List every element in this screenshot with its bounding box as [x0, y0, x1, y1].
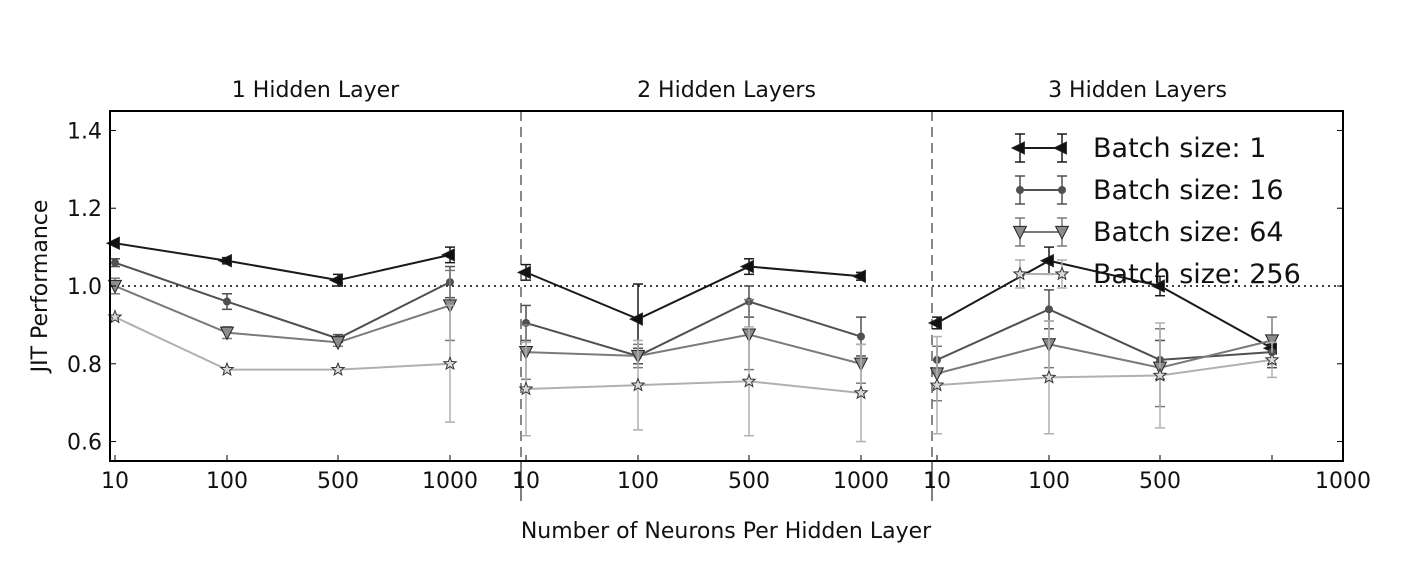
series-line: [936, 358, 1273, 387]
series-line: [114, 261, 451, 340]
series-line: [525, 265, 862, 321]
series-line: [525, 300, 862, 358]
legend: Batch size: 1 Batch size: 16 Batch size: 6…: [1010, 133, 1301, 290]
series-4: [107, 304, 1280, 443]
x-tick-label: 10: [923, 469, 951, 494]
y-tick-label: 0.8: [67, 353, 102, 378]
data-point: [853, 385, 869, 400]
data-point: [630, 377, 646, 392]
data-point: [328, 273, 343, 287]
x-tick-label: 10: [512, 469, 540, 494]
x-tick-label: 100: [206, 469, 248, 494]
legend-marker: [1010, 141, 1025, 155]
x-tick-label: 500: [728, 469, 770, 494]
x-axis-label: Number of Neurons Per Hidden Layer: [521, 519, 932, 544]
data-point: [1045, 305, 1053, 314]
data-point: [330, 336, 346, 351]
data-point: [1150, 279, 1165, 293]
x-tick-label: 1000: [422, 469, 478, 494]
data-point: [105, 236, 120, 251]
y-axis-label: JIT Performance: [28, 200, 53, 375]
legend-label: Batch size: 16: [1093, 175, 1284, 206]
x-tick-label: 500: [1139, 469, 1181, 494]
x-tick-label: 1000: [833, 469, 889, 494]
y-tick-label: 1.0: [67, 275, 102, 300]
data-point: [518, 381, 534, 396]
x-tick-label: 500: [317, 469, 359, 494]
data-point: [927, 316, 942, 330]
data-point: [442, 355, 458, 371]
panel-title: 3 Hidden Layers: [1048, 78, 1227, 103]
data-point: [739, 259, 754, 274]
data-point: [217, 253, 232, 268]
data-point: [516, 265, 531, 280]
data-point: [219, 326, 235, 341]
series-line: [525, 333, 862, 365]
legend-entry-2: Batch size: 16: [1015, 175, 1284, 206]
data-point: [1041, 369, 1057, 384]
data-point: [741, 373, 757, 388]
data-point: [851, 269, 866, 284]
data-point: [111, 258, 119, 267]
series-line: [114, 242, 451, 282]
x-tick-label: 100: [1028, 469, 1070, 494]
legend-label: Batch size: 1: [1093, 133, 1266, 164]
data-point: [219, 361, 235, 376]
x-tick-label: 100: [617, 469, 659, 494]
legend-label: Batch size: 64: [1093, 217, 1284, 248]
series-line: [114, 316, 451, 371]
data-point: [857, 332, 865, 341]
series-line: [114, 285, 451, 344]
legend-marker: [1058, 186, 1066, 194]
y-tick-label: 1.2: [67, 197, 102, 222]
y-tick-label: 1.4: [67, 119, 102, 144]
data-point: [440, 248, 455, 262]
data-point: [107, 279, 123, 294]
data-point: [223, 297, 231, 306]
data-point: [1039, 253, 1054, 268]
data-point: [1264, 334, 1280, 349]
legend-marker: [1052, 141, 1067, 155]
series-3: [107, 269, 1280, 408]
axis-layer: 0.6 0.8 1.0 1.2 1.4 1 Hidden Layer 10 100 500 100…: [67, 78, 1371, 494]
data-point: [1264, 352, 1280, 367]
reference-layer: [110, 111, 1343, 501]
x-tick-label: 1000: [1315, 469, 1371, 494]
data-point: [929, 377, 945, 392]
series-line: [936, 259, 1273, 350]
legend-marker: [1054, 266, 1070, 281]
data-point: [330, 361, 346, 376]
panel-title: 2 Hidden Layers: [637, 78, 816, 103]
series-line: [525, 380, 862, 394]
legend-marker: [1054, 225, 1070, 240]
legend-entry-1: Batch size: 1: [1010, 133, 1266, 164]
legend-marker: [1012, 225, 1028, 240]
series-1: [105, 236, 1277, 356]
data-point: [628, 312, 643, 326]
data-point: [1152, 367, 1168, 382]
panel-title: 1 Hidden Layer: [232, 78, 400, 103]
y-tick-label: 0.6: [67, 431, 102, 456]
legend-label: Batch size: 256: [1093, 259, 1301, 290]
series-line: [936, 308, 1273, 361]
legend-marker: [1012, 266, 1028, 281]
legend-entry-4: Batch size: 256: [1012, 259, 1301, 290]
legend-entry-3: Batch size: 64: [1012, 217, 1284, 248]
legend-marker: [1016, 186, 1024, 194]
series-layer: [105, 236, 1280, 443]
x-tick-label: 10: [101, 469, 129, 494]
series-line: [936, 339, 1273, 375]
